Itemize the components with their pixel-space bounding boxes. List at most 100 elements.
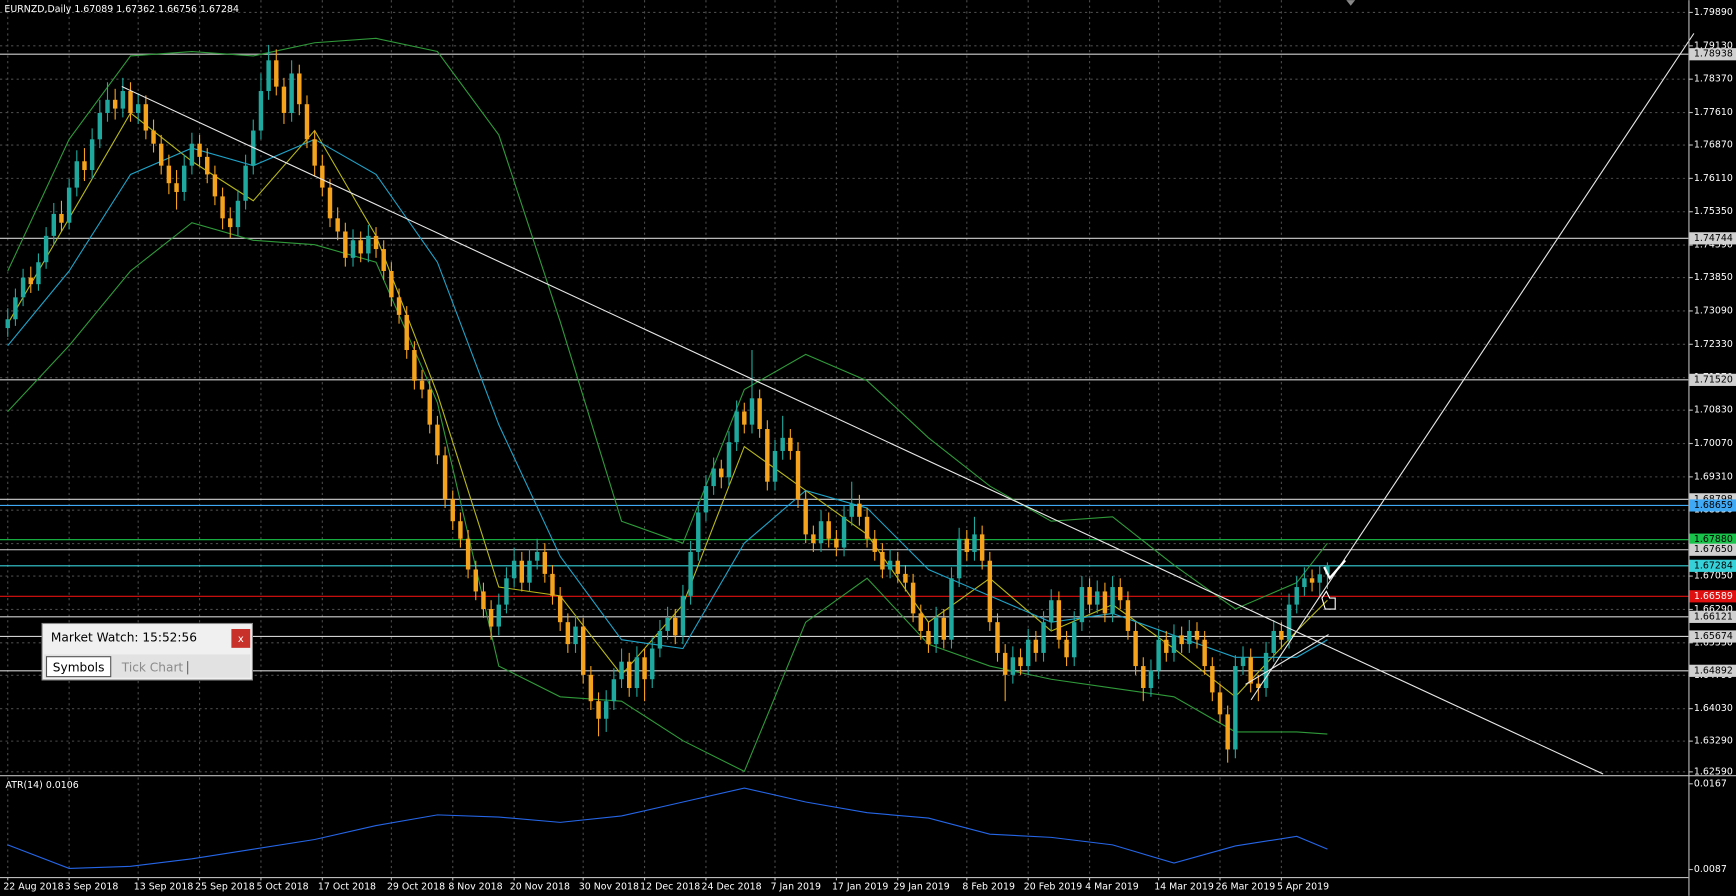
candle-body	[412, 350, 417, 381]
candle-body	[28, 277, 33, 285]
candle-body	[1240, 657, 1246, 667]
candle-body	[979, 534, 985, 561]
candle-body	[749, 398, 755, 425]
price-level-box	[1689, 499, 1736, 512]
candle-body	[895, 560, 900, 574]
candle-body	[619, 661, 624, 680]
price-level-label: 1.74744	[1694, 233, 1733, 244]
candle-body	[742, 411, 747, 425]
candle-body	[1095, 591, 1100, 605]
candle-body	[335, 218, 340, 232]
atr-line	[7, 787, 1328, 870]
price-level-label: 1.66121	[1694, 611, 1733, 622]
candle-body	[243, 165, 248, 201]
y-tick-label: 1.78370	[1694, 74, 1733, 85]
candle-body	[972, 534, 977, 552]
candle-body	[396, 297, 402, 315]
candle-body	[274, 60, 279, 87]
tab[interactable]	[45, 656, 112, 678]
price-level-label: 1.64892	[1694, 665, 1733, 676]
candle-body	[105, 99, 110, 113]
price-level-box	[1689, 590, 1736, 603]
close-icon[interactable]: x	[238, 634, 244, 645]
x-tick-label: 29 Oct 2018	[387, 881, 445, 892]
close-button[interactable]	[231, 629, 251, 648]
candle-body	[719, 468, 724, 478]
y-tick-label: 1.73090	[1694, 305, 1733, 316]
candle-body	[1263, 652, 1269, 689]
candle-body	[182, 165, 187, 192]
y-tick-label: 1.79890	[1694, 7, 1733, 18]
candle-body	[834, 538, 839, 548]
candle-body	[20, 277, 26, 298]
candle-body	[657, 630, 663, 649]
trend-line	[1245, 634, 1329, 685]
atr-tick-label: 0.0167	[1694, 778, 1727, 789]
candle-body	[504, 578, 509, 605]
candle-body	[5, 319, 10, 329]
x-tick-label: 5 Apr 2019	[1277, 881, 1329, 892]
price-level-label: 1.68659	[1694, 500, 1733, 511]
candle-body	[857, 503, 862, 517]
candle-body	[89, 139, 95, 171]
candle-body	[304, 104, 310, 140]
candle-body	[404, 314, 409, 351]
candle-body	[788, 437, 793, 451]
candle-body	[427, 389, 432, 425]
candle-body	[1010, 657, 1016, 675]
candle-body	[74, 161, 80, 188]
candle-body	[1217, 692, 1223, 715]
y-tick-label: 1.79130	[1694, 40, 1733, 51]
y-tick-label: 1.76870	[1694, 140, 1733, 151]
candle-body	[1233, 666, 1238, 750]
candle-body	[343, 231, 348, 258]
candle-body	[918, 613, 923, 631]
atr-tick-label: 0.0087	[1694, 864, 1727, 875]
candle-body	[458, 521, 463, 539]
candle-body	[603, 701, 609, 719]
candle-body	[688, 551, 693, 596]
x-tick-label: 4 Mar 2019	[1085, 881, 1139, 892]
candle-body	[696, 512, 701, 552]
chart-title: EURNZD,Daily 1.67089 1.67362 1.66756 1.6…	[4, 4, 239, 15]
tab-label[interactable]: Symbols	[53, 660, 105, 674]
candle-body	[711, 468, 716, 487]
candle-body	[1079, 587, 1085, 623]
candle-body	[926, 630, 931, 645]
indicator-line	[7, 138, 1328, 658]
x-tick-label: 24 Dec 2018	[702, 881, 762, 892]
candle-body	[1102, 591, 1108, 614]
candle-body	[327, 187, 333, 219]
candle-body	[650, 648, 655, 680]
atr-name: ATR(14)	[6, 780, 43, 791]
candle-body	[1325, 565, 1330, 575]
close: 1.67284	[200, 4, 239, 15]
candle-body	[166, 165, 172, 184]
candle-body	[565, 622, 571, 645]
price-level-label: 1.78938	[1694, 49, 1733, 60]
candle-body	[795, 450, 801, 500]
candle-body	[588, 674, 594, 702]
x-tick-label: 26 Mar 2019	[1216, 881, 1276, 892]
price-level-label: 1.67650	[1694, 544, 1733, 555]
x-tick-label: 14 Mar 2019	[1154, 881, 1214, 892]
trend-line	[121, 86, 1604, 775]
tab-label[interactable]: Tick Chart	[121, 660, 184, 674]
atr-value: 0.0106	[46, 780, 79, 791]
open: 1.67089	[74, 4, 113, 15]
candle-body	[1118, 587, 1123, 601]
price-level-box	[1689, 664, 1736, 677]
x-tick-label: 20 Nov 2018	[510, 881, 570, 892]
candle-body	[59, 213, 64, 223]
candle-body	[120, 91, 126, 109]
indicator-line	[7, 222, 1328, 773]
candle-body	[366, 235, 371, 254]
price-level-box	[1689, 543, 1736, 556]
candle-body	[289, 73, 294, 113]
candle-body	[189, 143, 195, 166]
candle-body	[212, 174, 218, 197]
market-watch: Market Watch: 15:52:56 x Symbols Tick Ch…	[41, 622, 253, 681]
y-tick-label: 1.65530	[1694, 637, 1733, 648]
candle-body	[887, 560, 893, 570]
y-tick-label: 1.62590	[1694, 766, 1733, 777]
